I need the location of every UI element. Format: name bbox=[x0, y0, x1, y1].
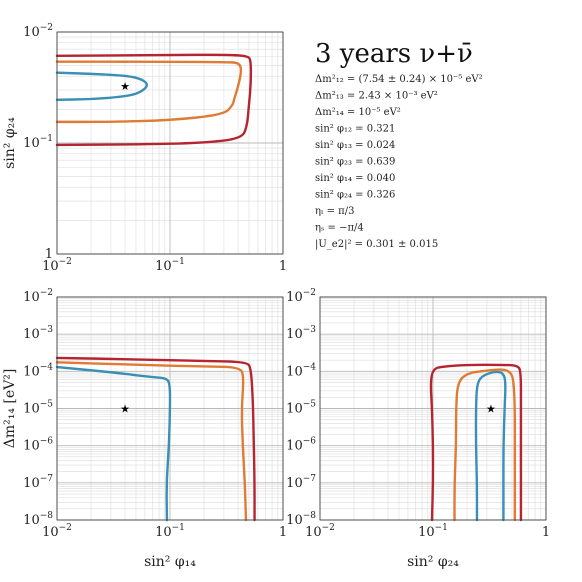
param-line: Δm²₁₄ = 10⁻⁵ eV² bbox=[315, 107, 401, 118]
param-line: sin² φ₁₄ = 0.040 bbox=[315, 173, 395, 184]
y-tick-label: 10−2 bbox=[23, 23, 53, 40]
plot-frame bbox=[319, 296, 547, 521]
y-tick-label: 10−3 bbox=[23, 325, 53, 342]
y-tick-label: 10−6 bbox=[286, 437, 316, 454]
x-axis-label: sin² φ₁₄ bbox=[144, 554, 196, 570]
figure-title: 3 years ν+ν̄ bbox=[315, 39, 473, 69]
y-tick-label: 10−1 bbox=[23, 134, 53, 151]
param-line: ηₛ = −π/4 bbox=[315, 223, 364, 234]
contour-orange bbox=[55, 60, 243, 124]
contour-orange bbox=[55, 361, 248, 522]
param-line: Δm²₁₃ = 2.43 × 10⁻³ eV² bbox=[315, 91, 438, 102]
y-tick-label: 10−2 bbox=[286, 288, 316, 305]
best-fit-star: ★ bbox=[120, 80, 130, 93]
param-line: Δm²₁₂ = (7.54 ± 0.24) × 10⁻⁵ eV² bbox=[315, 74, 483, 85]
x-tick-label: 10−1 bbox=[155, 257, 185, 274]
best-fit-star: ★ bbox=[486, 403, 496, 416]
param-line: |U_e2|² = 0.301 ± 0.015 bbox=[315, 239, 438, 250]
y-tick-label: 10−6 bbox=[23, 437, 53, 454]
contour-red bbox=[55, 53, 253, 147]
contour-blue bbox=[55, 365, 172, 522]
param-line: sin² φ₂₃ = 0.639 bbox=[315, 157, 395, 168]
param-line: sin² φ₁₂ = 0.321 bbox=[315, 124, 395, 135]
y-tick-label: 10−7 bbox=[286, 474, 316, 491]
x-tick-label: 1 bbox=[279, 259, 287, 274]
y-tick-label: 10−3 bbox=[286, 325, 316, 342]
param-line: sin² φ₁₃ = 0.024 bbox=[315, 140, 395, 151]
plot-frame bbox=[56, 296, 284, 521]
contour-red bbox=[429, 363, 523, 522]
x-tick-label: 1 bbox=[279, 525, 287, 540]
panel-bottom-right: ★10−2 10−1 110−210−310−410−510−610−710−8si… bbox=[286, 288, 550, 570]
y-axis-label: Δm²₁₄ [eV²] bbox=[2, 369, 18, 449]
panel-bottom-left: ★10−2 10−1 110−210−310−410−510−610−710−8si… bbox=[2, 288, 287, 570]
parameter-list: Δm²₁₂ = (7.54 ± 0.24) × 10⁻⁵ eV² Δm²₁₃ = … bbox=[315, 74, 483, 250]
param-line: sin² φ₂₄ = 0.326 bbox=[315, 190, 395, 201]
x-axis-label: sin² φ₂₄ bbox=[407, 554, 459, 570]
y-tick-label: 10−5 bbox=[286, 400, 316, 417]
x-tick-label: 10−1 bbox=[418, 523, 448, 540]
y-tick-label: 10−4 bbox=[23, 362, 53, 379]
y-tick-label: 10−4 bbox=[286, 362, 316, 379]
grid bbox=[319, 296, 547, 521]
contour-blue bbox=[55, 71, 148, 101]
y-tick-label: 10−7 bbox=[23, 474, 53, 491]
best-fit-star: ★ bbox=[120, 403, 130, 416]
y-axis-label: sin² φ₂₄ bbox=[2, 117, 18, 169]
x-tick-label: 10−2 bbox=[42, 523, 72, 540]
y-tick-label: 10−5 bbox=[23, 400, 53, 417]
contour-orange bbox=[453, 368, 517, 522]
y-tick-label: 1 bbox=[45, 247, 53, 262]
x-tick-label: 10−1 bbox=[155, 523, 185, 540]
param-line: ηₗ = π/3 bbox=[315, 206, 354, 217]
x-tick-label: 1 bbox=[542, 525, 550, 540]
y-tick-label: 10−2 bbox=[23, 288, 53, 305]
plot-frame bbox=[56, 31, 284, 255]
contour-blue bbox=[474, 370, 507, 522]
x-tick-label: 10−2 bbox=[305, 523, 335, 540]
contour-red bbox=[55, 356, 256, 522]
